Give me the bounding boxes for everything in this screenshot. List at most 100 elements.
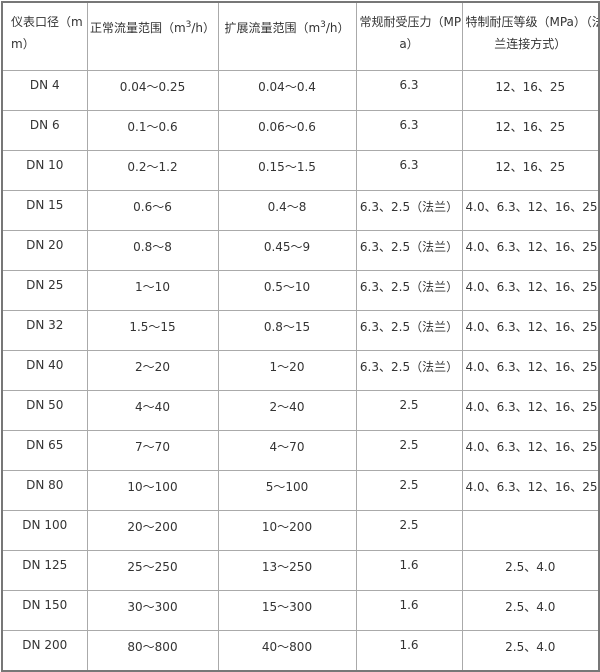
cell-extended-flow: 0.04～0.4	[217, 70, 357, 111]
cell-extended-flow: 15～300	[217, 590, 357, 631]
cell-diameter: DN 40	[1, 350, 88, 391]
table-row: DN 32 1.5～15 0.8～15 6.3、2.5（法兰） 4.0、6.3、12、1…	[1, 310, 600, 351]
table-row: DN 4 0.04～0.25 0.04～0.4 6.3 12、16、25	[1, 70, 600, 111]
cell-special-pressure: 2.5、4.0	[461, 550, 600, 591]
cell-normal-pressure: 1.6	[355, 630, 463, 672]
cell-diameter: DN 4	[1, 70, 88, 111]
cell-special-pressure: 2.5、4.0	[461, 590, 600, 631]
cell-diameter: DN 200	[1, 630, 88, 672]
cell-normal-pressure: 6.3、2.5（法兰）	[355, 230, 463, 271]
header-text-main: 扩展流量范围（m	[224, 20, 321, 35]
cell-diameter: DN 10	[1, 150, 88, 191]
table-row: DN 6 0.1～0.6 0.06～0.6 6.3 12、16、25	[1, 110, 600, 151]
table-row: DN 125 25～250 13～250 1.6 2.5、4.0	[1, 550, 600, 591]
cell-extended-flow: 10～200	[217, 510, 357, 551]
cell-diameter: DN 20	[1, 230, 88, 271]
table-row: DN 65 7～70 4～70 2.5 4.0、6.3、12、16、25	[1, 430, 600, 471]
cell-diameter: DN 80	[1, 470, 88, 511]
table-row: DN 200 80～800 40～800 1.6 2.5、4.0	[1, 630, 600, 672]
table-row: DN 150 30～300 15～300 1.6 2.5、4.0	[1, 590, 600, 631]
header-special-pressure: 特制耐压等级（MPa）（法 兰连接方式）	[461, 1, 600, 71]
header-line: 仪表口径（m	[11, 15, 83, 29]
table-row: DN 100 20～200 10～200 2.5	[1, 510, 600, 551]
cell-diameter: DN 25	[1, 270, 88, 311]
cell-special-pressure: 12、16、25	[461, 110, 600, 151]
cell-special-pressure: 4.0、6.3、12、16、25	[461, 390, 600, 431]
cell-extended-flow: 0.45～9	[217, 230, 357, 271]
cell-extended-flow: 1～20	[217, 350, 357, 391]
header-line: m）	[11, 37, 35, 51]
cell-extended-flow: 40～800	[217, 630, 357, 672]
cell-extended-flow: 0.8～15	[217, 310, 357, 351]
header-text-tail: /h）	[325, 20, 350, 35]
cell-normal-pressure: 6.3、2.5（法兰）	[355, 350, 463, 391]
cell-diameter: DN 125	[1, 550, 88, 591]
header-text-main: 正常流量范围（m	[89, 20, 186, 35]
cell-extended-flow: 0.15～1.5	[217, 150, 357, 191]
cell-extended-flow: 0.06～0.6	[217, 110, 357, 151]
cell-normal-pressure: 6.3、2.5（法兰）	[355, 190, 463, 231]
cell-normal-flow: 7～70	[86, 430, 219, 471]
header-extended-flow: 扩展流量范围（m3/h）	[217, 1, 357, 71]
cell-normal-pressure: 1.6	[355, 590, 463, 631]
cell-special-pressure: 4.0、6.3、12、16、25	[461, 310, 600, 351]
cell-normal-flow: 80～800	[86, 630, 219, 672]
cell-normal-flow: 1.5～15	[86, 310, 219, 351]
header-line: 兰连接方式）	[494, 37, 567, 51]
cell-normal-pressure: 2.5	[355, 430, 463, 471]
cell-special-pressure: 4.0、6.3、12、16、25	[461, 190, 600, 231]
cell-normal-flow: 2～20	[86, 350, 219, 391]
cell-extended-flow: 13～250	[217, 550, 357, 591]
cell-normal-flow: 10～100	[86, 470, 219, 511]
cell-special-pressure	[461, 510, 600, 551]
cell-normal-pressure: 6.3	[355, 70, 463, 111]
cell-extended-flow: 5～100	[217, 470, 357, 511]
cell-normal-pressure: 2.5	[355, 510, 463, 551]
table-row: DN 15 0.6～6 0.4～8 6.3、2.5（法兰） 4.0、6.3、12、16、…	[1, 190, 600, 231]
cell-normal-flow: 0.04～0.25	[86, 70, 219, 111]
cell-normal-flow: 4～40	[86, 390, 219, 431]
cell-normal-flow: 1～10	[86, 270, 219, 311]
cell-special-pressure: 2.5、4.0	[461, 630, 600, 672]
cell-special-pressure: 12、16、25	[461, 70, 600, 111]
cell-special-pressure: 4.0、6.3、12、16、25	[461, 270, 600, 311]
table-row: DN 10 0.2～1.2 0.15～1.5 6.3 12、16、25	[1, 150, 600, 191]
cell-normal-pressure: 6.3、2.5（法兰）	[355, 270, 463, 311]
table-row: DN 40 2～20 1～20 6.3、2.5（法兰） 4.0、6.3、12、16、25	[1, 350, 600, 391]
table-row: DN 80 10～100 5～100 2.5 4.0、6.3、12、16、25	[1, 470, 600, 511]
header-diameter: 仪表口径（m m）	[1, 1, 88, 71]
cell-normal-pressure: 6.3	[355, 110, 463, 151]
cell-normal-flow: 0.1～0.6	[86, 110, 219, 151]
cell-normal-flow: 0.8～8	[86, 230, 219, 271]
header-line: a）	[399, 37, 419, 51]
header-sup: 3	[320, 19, 326, 30]
cell-special-pressure: 4.0、6.3、12、16、25	[461, 350, 600, 391]
cell-special-pressure: 4.0、6.3、12、16、25	[461, 230, 600, 271]
cell-normal-flow: 25～250	[86, 550, 219, 591]
header-line: 特制耐压等级（MPa）（法	[465, 15, 599, 29]
cell-special-pressure: 4.0、6.3、12、16、25	[461, 430, 600, 471]
cell-diameter: DN 100	[1, 510, 88, 551]
cell-special-pressure: 12、16、25	[461, 150, 600, 191]
cell-extended-flow: 0.5～10	[217, 270, 357, 311]
header-text: 正常流量范围（m3/h）	[90, 19, 215, 36]
cell-diameter: DN 150	[1, 590, 88, 631]
cell-diameter: DN 50	[1, 390, 88, 431]
cell-normal-pressure: 1.6	[355, 550, 463, 591]
header-line: 常规耐受压力（MP	[359, 15, 462, 29]
cell-normal-flow: 30～300	[86, 590, 219, 631]
cell-normal-pressure: 2.5	[355, 470, 463, 511]
header-normal-flow: 正常流量范围（m3/h）	[86, 1, 219, 71]
table-row: DN 25 1～10 0.5～10 6.3、2.5（法兰） 4.0、6.3、12、16、…	[1, 270, 600, 311]
cell-normal-pressure: 2.5	[355, 390, 463, 431]
cell-diameter: DN 32	[1, 310, 88, 351]
cell-normal-flow: 0.6～6	[86, 190, 219, 231]
cell-normal-pressure: 6.3、2.5（法兰）	[355, 310, 463, 351]
cell-diameter: DN 6	[1, 110, 88, 151]
header-sup: 3	[185, 19, 192, 30]
cell-diameter: DN 15	[1, 190, 88, 231]
cell-extended-flow: 0.4～8	[217, 190, 357, 231]
header-row: 仪表口径（m m） 正常流量范围（m3/h） 扩展流量范围（m3/h） 常规耐受…	[1, 1, 600, 71]
